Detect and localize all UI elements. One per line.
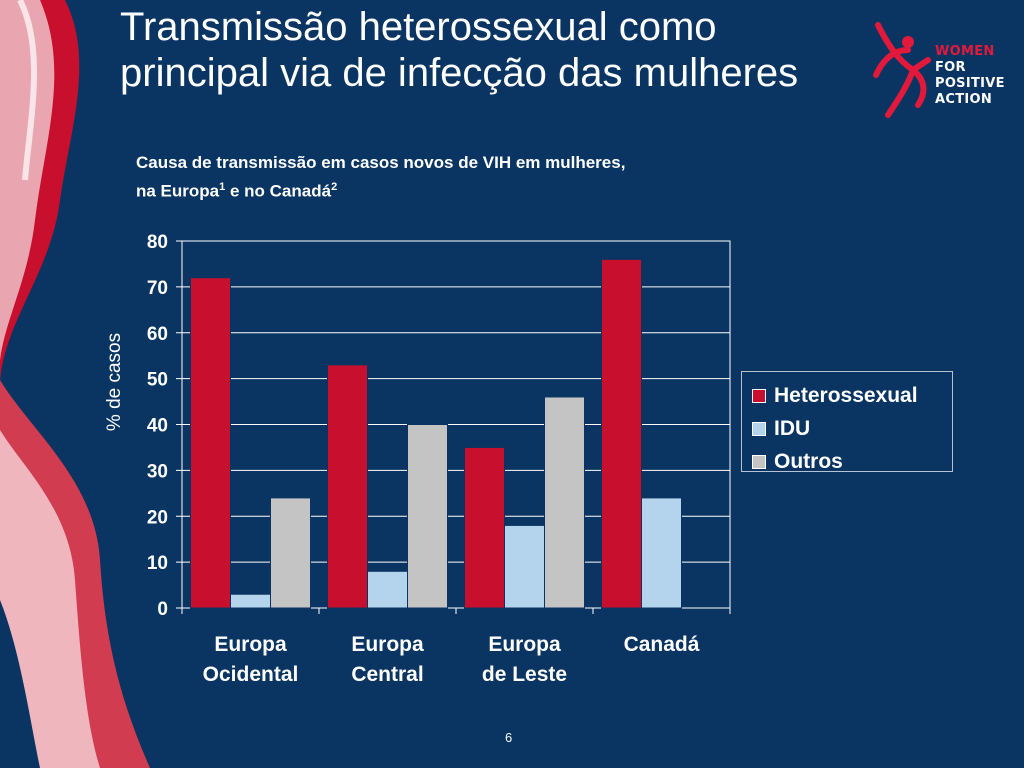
bar-outros-2 xyxy=(544,396,585,609)
bar-idu-2 xyxy=(504,524,545,609)
logo-text: WOMEN FOR POSITIVE ACTION xyxy=(935,44,1005,108)
bar-idu-1 xyxy=(367,570,408,609)
y-tick-label: 0 xyxy=(157,599,168,620)
chart-title: Causa de transmissão em casos novos de V… xyxy=(136,150,836,204)
x-category-label: Ocidental xyxy=(203,663,299,686)
legend-swatch xyxy=(752,454,766,469)
bar-outros-1 xyxy=(407,424,448,609)
logo-word-for: FOR xyxy=(935,60,966,75)
bar-heterossexual-3 xyxy=(601,258,642,609)
legend-item-idu: IDU xyxy=(752,412,952,445)
bar-idu-0 xyxy=(230,593,271,609)
chart-legend: Heterossexual IDU Outros xyxy=(741,371,953,473)
decorative-ribbon xyxy=(0,0,150,768)
x-category-label: de Leste xyxy=(482,663,567,686)
slide-title-line1: Transmissão heterossexual como xyxy=(120,5,717,49)
legend-label: IDU xyxy=(774,416,811,440)
page-number: 6 xyxy=(505,730,513,745)
footnote-2: 2 xyxy=(331,181,338,193)
logo-word-women: WOMEN xyxy=(935,44,995,59)
chart-title-line2: na Europa1 e no Canadá2 xyxy=(136,175,836,204)
legend-item-outros: Outros xyxy=(752,445,952,478)
footnote-1: 1 xyxy=(219,181,226,193)
legend-label: Heterossexual xyxy=(774,383,918,407)
x-category-label: Central xyxy=(351,663,423,686)
legend-swatch xyxy=(752,388,766,403)
bar-idu-3 xyxy=(641,497,682,609)
y-tick-label: 80 xyxy=(147,232,168,253)
chart-title-canada: e no Canadá xyxy=(225,181,332,201)
chart-title-line1: Causa de transmissão em casos novos de V… xyxy=(136,153,626,172)
y-tick-label: 40 xyxy=(147,416,168,437)
y-axis-label: % de casos xyxy=(104,333,125,431)
slide-title-line2: principal via de infecção das mulheres xyxy=(120,51,799,95)
logo-word-action: ACTION xyxy=(935,92,993,107)
y-tick-label: 70 xyxy=(147,278,168,299)
y-tick-label: 60 xyxy=(147,324,168,345)
y-tick-label: 10 xyxy=(147,553,168,574)
legend-item-heterossexual: Heterossexual xyxy=(752,379,952,412)
y-tick-label: 30 xyxy=(147,461,168,482)
bar-outros-0 xyxy=(270,497,311,609)
bar-heterossexual-1 xyxy=(327,364,368,609)
y-tick-label: 20 xyxy=(147,507,168,528)
legend-label: Outros xyxy=(774,449,843,473)
legend-swatch xyxy=(752,421,766,436)
bar-heterossexual-0 xyxy=(190,277,231,609)
logo-word-positive: POSITIVE xyxy=(935,76,1005,91)
chart-title-europe: na Europa xyxy=(136,181,220,201)
x-category-label: Europa xyxy=(351,633,424,656)
x-category-label: Europa xyxy=(488,633,561,656)
x-category-label: Europa xyxy=(214,633,287,656)
women-for-positive-action-logo xyxy=(873,22,931,118)
bar-heterossexual-2 xyxy=(464,446,505,609)
slide-title: Transmissão heterossexual como principal… xyxy=(120,4,880,96)
y-tick-label: 50 xyxy=(147,370,168,391)
x-category-label: Canadá xyxy=(624,633,700,656)
